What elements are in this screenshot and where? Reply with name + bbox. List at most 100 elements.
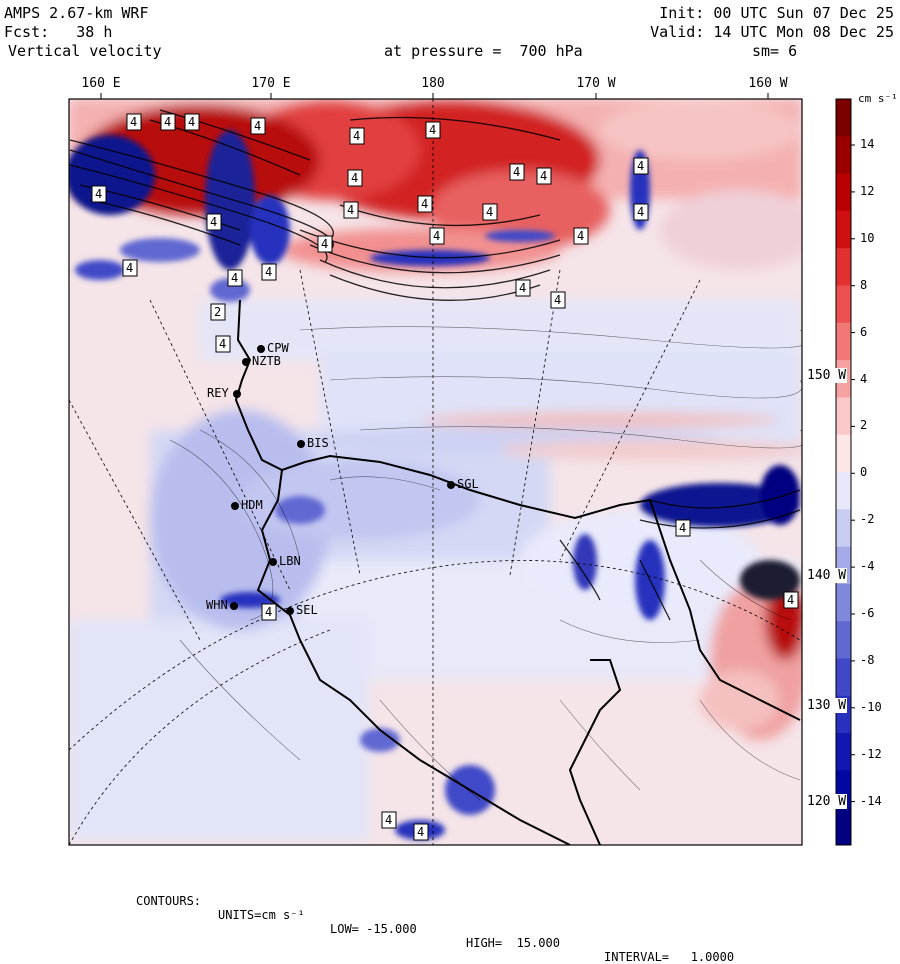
svg-text:4: 4	[513, 165, 520, 179]
init-time: Init: 00 UTC Sun 07 Dec 25	[659, 4, 894, 22]
colorbar-tick-label: 14	[860, 137, 875, 151]
colorbar-swatch	[836, 807, 851, 846]
svg-text:4: 4	[265, 265, 272, 279]
svg-text:4: 4	[637, 159, 644, 173]
colorbar-tick-label: -8	[860, 652, 875, 667]
colorbar-swatch	[836, 621, 851, 659]
svg-text:4: 4	[385, 813, 392, 827]
svg-text:4: 4	[540, 169, 547, 183]
lat-label: 140 W	[806, 568, 848, 583]
svg-text:4: 4	[254, 119, 261, 133]
extrema-labels: 4 4 4 4 4 4 4 4 4 4 4 4 4 4 4 4 4 4 4 4 …	[91, 113, 799, 841]
map-field: 4 4 4 4 4 4 4 4 4 4 4 4 4 4 4 4 4 4 4 4 …	[69, 99, 802, 845]
svg-text:4: 4	[433, 229, 440, 243]
colorbar-swatch	[836, 583, 851, 622]
station-dot	[231, 502, 239, 510]
svg-text:4: 4	[210, 215, 217, 229]
colorbar-tick-label: -12	[860, 746, 882, 761]
station-label: CPW	[267, 341, 289, 355]
svg-text:4: 4	[679, 521, 686, 535]
colorbar-tick-label: 4	[860, 371, 868, 386]
smoothing: sm= 6	[752, 42, 798, 60]
svg-text:4: 4	[231, 271, 238, 285]
colorbar-units: cm s⁻¹	[858, 92, 898, 105]
lon-label: 170 E	[251, 76, 291, 91]
footer-contours-label: CONTOURS:	[136, 894, 202, 908]
pressure-level: at pressure = 700 hPa	[384, 42, 583, 60]
station-dot	[242, 358, 250, 366]
svg-text:4: 4	[554, 293, 561, 307]
station-label: LBN	[279, 554, 301, 568]
svg-text:4: 4	[577, 229, 584, 243]
svg-text:4: 4	[637, 205, 644, 219]
model-title: AMPS 2.67-km WRF	[4, 4, 149, 22]
field-name: Vertical velocity	[8, 42, 162, 60]
station-label: SEL	[296, 603, 318, 617]
lon-label: 160 E	[81, 76, 121, 91]
station-dot	[447, 481, 455, 489]
svg-text:4: 4	[417, 825, 424, 839]
station-dot	[269, 558, 277, 566]
forecast-hour: Fcst: 38 h	[4, 23, 113, 41]
colorbar	[835, 98, 855, 846]
station-label: HDM	[241, 498, 263, 512]
top-ticks	[100, 93, 769, 99]
colorbar-swatch	[836, 248, 851, 286]
colorbar-swatch	[836, 173, 851, 212]
svg-text:4: 4	[265, 605, 272, 619]
svg-text:4: 4	[353, 129, 360, 143]
station-dot	[286, 607, 294, 615]
colorbar-swatch	[836, 397, 851, 436]
colorbar-tick-label: -6	[860, 606, 875, 620]
lat-label: 130 W	[806, 698, 848, 713]
colorbar-outline	[835, 98, 852, 846]
svg-text:4: 4	[421, 197, 428, 211]
lon-label: 160 W	[748, 76, 788, 91]
colorbar-tick-label: -2	[860, 512, 875, 527]
colorbar-tick-label: 12	[860, 183, 875, 198]
station-dot	[297, 440, 305, 448]
colorbar-tick-label: -10	[860, 699, 882, 714]
svg-text:2: 2	[214, 305, 221, 319]
station-markers	[230, 345, 455, 615]
footer-high: HIGH= 15.000	[466, 936, 560, 950]
svg-text:4: 4	[321, 237, 328, 251]
svg-text:4: 4	[351, 171, 358, 185]
station-dot	[230, 602, 238, 610]
colorbar-swatch	[836, 136, 851, 175]
colorbar-swatch	[836, 285, 851, 324]
lat-lon-grid	[69, 99, 801, 845]
lon-label: 170 W	[576, 76, 616, 91]
svg-text:4: 4	[429, 123, 436, 137]
colorbar-tick-label: 0	[860, 465, 868, 480]
station-dot	[257, 345, 265, 353]
vertical-velocity-map: 4 4 4 4 4 4 4 4 4 4 4 4 4 4 4 4 4 4 4 4 …	[68, 93, 855, 846]
colorbar-tick-label: 2	[860, 418, 868, 433]
colorbar-tick-label: 10	[860, 230, 875, 245]
coastline	[234, 299, 801, 845]
station-label: WHN	[206, 598, 228, 612]
footer-low: LOW= -15.000	[330, 922, 417, 936]
colorbar-tick-label: 8	[860, 277, 868, 292]
lat-label: 150 W	[806, 368, 848, 383]
station-label: NZTB	[252, 354, 281, 368]
colorbar-swatch	[836, 434, 851, 473]
svg-text:4: 4	[130, 115, 137, 129]
station-label: REY	[207, 386, 229, 400]
colorbar-swatch	[836, 472, 851, 510]
colorbar-swatch	[836, 733, 851, 771]
svg-text:4: 4	[347, 203, 354, 217]
colorbar-swatch	[836, 658, 851, 697]
svg-text:4: 4	[486, 205, 493, 219]
svg-text:4: 4	[787, 593, 794, 607]
station-dot	[233, 390, 241, 398]
colorbar-swatch	[836, 99, 851, 137]
colorbar-tick-label: 6	[860, 324, 868, 339]
lat-label: 120 W	[806, 794, 848, 809]
station-label: SGL	[457, 477, 479, 491]
footer-interval: INTERVAL= 1.0000	[604, 950, 735, 964]
svg-text:4: 4	[219, 337, 226, 351]
station-label: BIS	[307, 436, 329, 450]
colorbar-tick-label: -14	[860, 793, 882, 808]
map-frame	[68, 98, 803, 846]
